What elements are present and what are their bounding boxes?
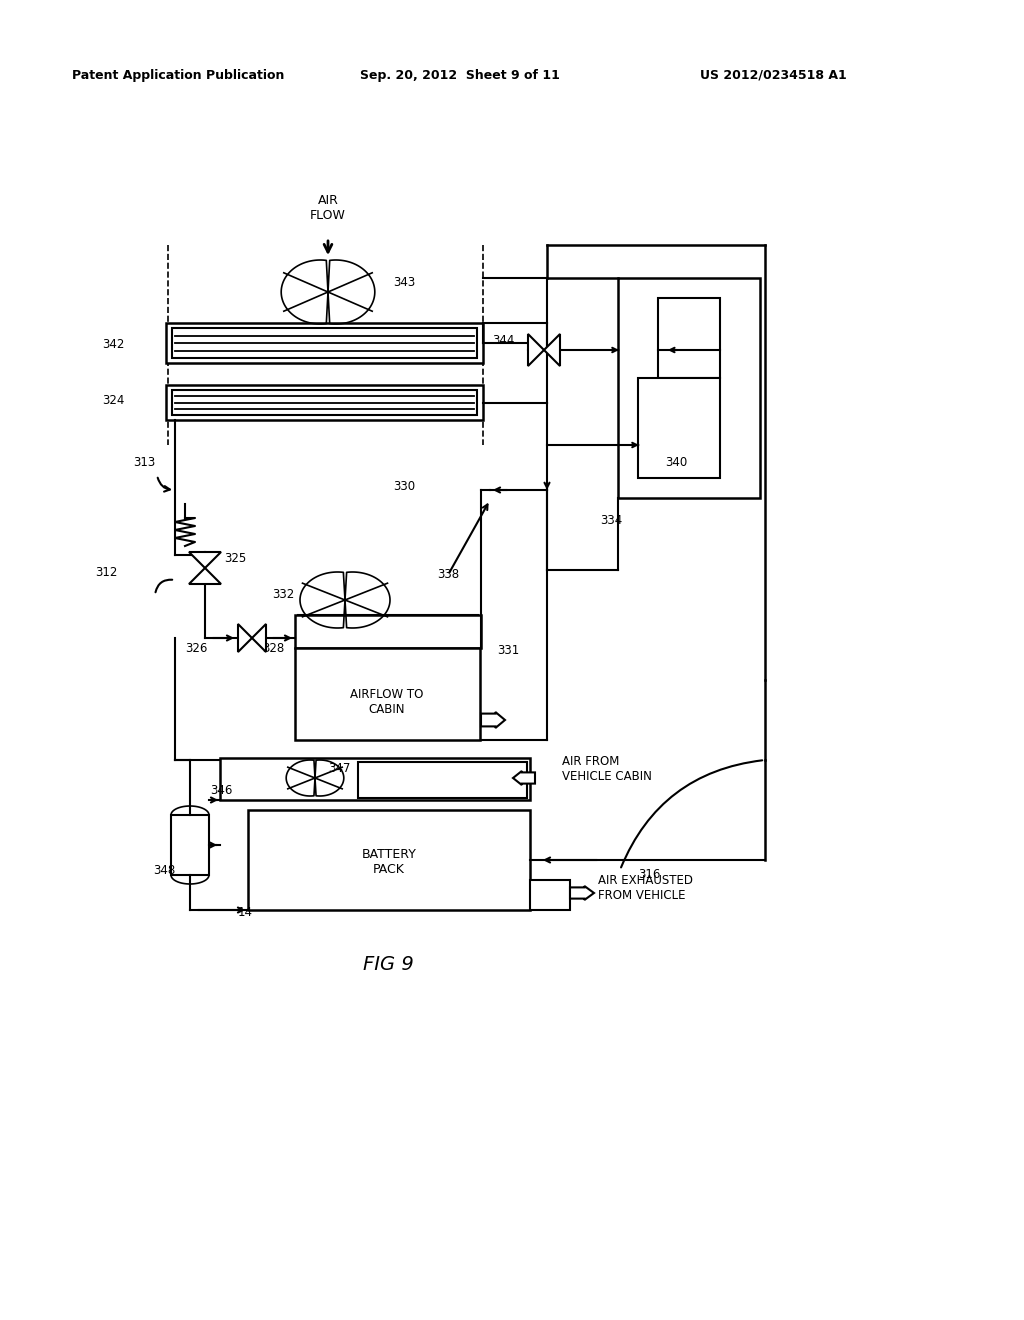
Text: 331: 331 bbox=[497, 644, 519, 656]
Text: 346: 346 bbox=[210, 784, 232, 796]
Text: 344: 344 bbox=[492, 334, 514, 347]
Polygon shape bbox=[481, 711, 505, 729]
Bar bbox=[530, 880, 570, 909]
Text: 332: 332 bbox=[272, 587, 294, 601]
Polygon shape bbox=[189, 552, 221, 568]
Bar bbox=[248, 810, 530, 909]
Bar bbox=[298, 615, 478, 645]
Text: 334: 334 bbox=[600, 513, 623, 527]
Bar bbox=[295, 648, 480, 741]
Bar bbox=[295, 615, 481, 648]
Text: Sep. 20, 2012  Sheet 9 of 11: Sep. 20, 2012 Sheet 9 of 11 bbox=[360, 69, 560, 82]
Text: FIG 9: FIG 9 bbox=[362, 956, 414, 974]
Text: Patent Application Publication: Patent Application Publication bbox=[72, 69, 285, 82]
Text: AIR EXHAUSTED
FROM VEHICLE: AIR EXHAUSTED FROM VEHICLE bbox=[598, 874, 693, 902]
Bar bbox=[658, 298, 720, 378]
Bar bbox=[638, 378, 720, 478]
Text: 316: 316 bbox=[638, 869, 660, 882]
Text: 330: 330 bbox=[393, 480, 415, 494]
Text: 340: 340 bbox=[665, 455, 687, 469]
Polygon shape bbox=[570, 886, 594, 900]
Text: 324: 324 bbox=[102, 393, 125, 407]
Text: 343: 343 bbox=[393, 276, 416, 289]
Bar bbox=[358, 762, 527, 799]
Text: 325: 325 bbox=[224, 552, 246, 565]
Text: 338: 338 bbox=[437, 569, 459, 582]
Bar bbox=[360, 764, 525, 796]
Bar bbox=[172, 327, 477, 358]
Text: US 2012/0234518 A1: US 2012/0234518 A1 bbox=[700, 69, 847, 82]
Text: 348: 348 bbox=[153, 863, 175, 876]
Polygon shape bbox=[189, 568, 221, 583]
Bar bbox=[171, 814, 209, 875]
Text: 14: 14 bbox=[238, 906, 253, 919]
Polygon shape bbox=[513, 771, 535, 785]
Bar bbox=[618, 279, 760, 498]
Text: AIR FROM
VEHICLE CABIN: AIR FROM VEHICLE CABIN bbox=[562, 755, 652, 783]
Text: AIRFLOW TO
CABIN: AIRFLOW TO CABIN bbox=[350, 688, 424, 715]
Polygon shape bbox=[544, 334, 560, 366]
Bar bbox=[220, 758, 530, 800]
Polygon shape bbox=[528, 334, 544, 366]
Text: 328: 328 bbox=[262, 642, 285, 655]
Text: 342: 342 bbox=[102, 338, 125, 351]
Text: AIR
FLOW: AIR FLOW bbox=[310, 194, 346, 222]
Text: 326: 326 bbox=[185, 642, 208, 655]
Bar bbox=[172, 389, 477, 414]
Text: 313: 313 bbox=[133, 457, 156, 470]
Text: 347: 347 bbox=[328, 762, 350, 775]
Text: 312: 312 bbox=[95, 565, 118, 578]
Polygon shape bbox=[238, 624, 252, 652]
Text: BATTERY
PACK: BATTERY PACK bbox=[361, 847, 417, 876]
Bar bbox=[166, 385, 483, 420]
Polygon shape bbox=[252, 624, 266, 652]
Bar bbox=[166, 323, 483, 363]
